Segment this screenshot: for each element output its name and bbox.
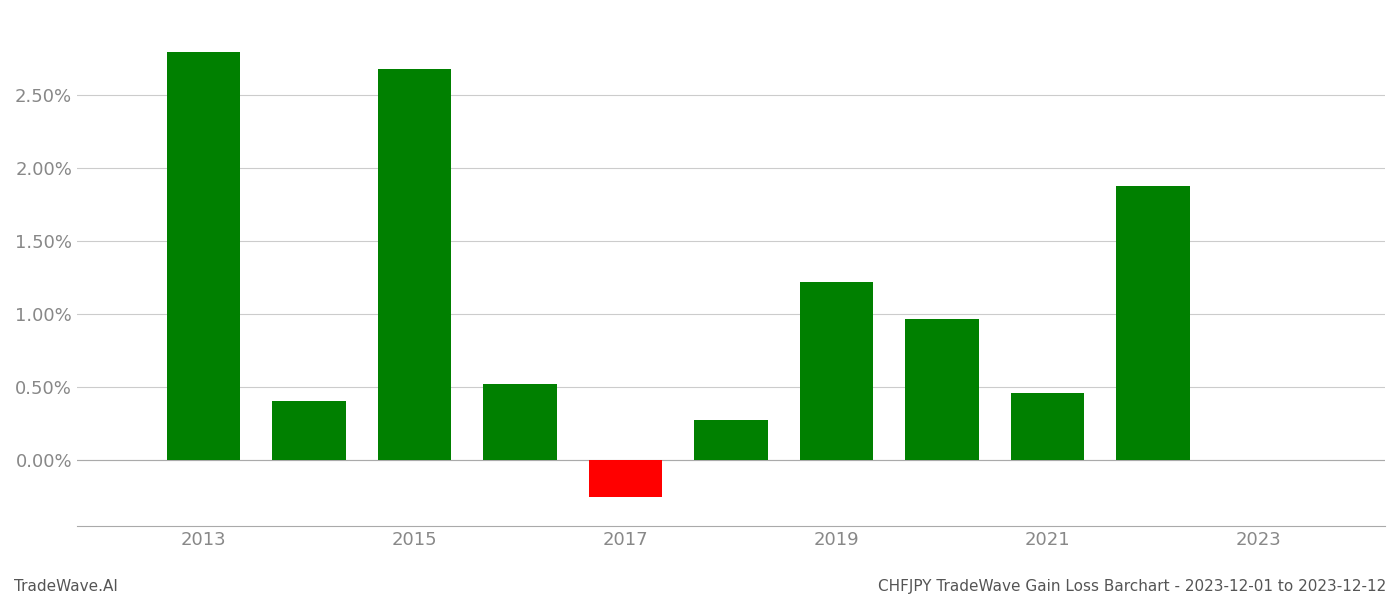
Text: CHFJPY TradeWave Gain Loss Barchart - 2023-12-01 to 2023-12-12: CHFJPY TradeWave Gain Loss Barchart - 20… bbox=[878, 579, 1386, 594]
Bar bbox=[272, 401, 346, 460]
Bar bbox=[483, 385, 557, 460]
Bar bbox=[167, 52, 241, 460]
Bar bbox=[799, 282, 874, 460]
Bar bbox=[904, 319, 979, 460]
Bar bbox=[1116, 186, 1190, 460]
Bar bbox=[588, 460, 662, 497]
Bar bbox=[1011, 393, 1085, 460]
Bar bbox=[378, 69, 451, 460]
Bar bbox=[694, 419, 769, 460]
Text: TradeWave.AI: TradeWave.AI bbox=[14, 579, 118, 594]
